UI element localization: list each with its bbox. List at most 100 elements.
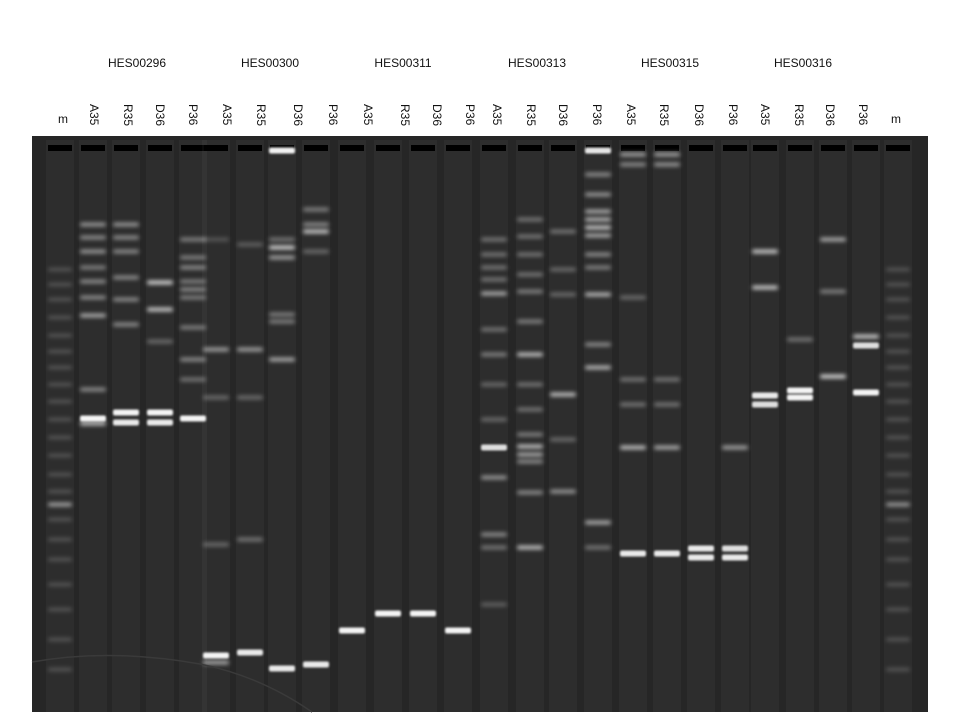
gel-band <box>147 339 173 344</box>
gel-band <box>180 237 206 242</box>
gel-band <box>269 357 295 362</box>
gel-band <box>654 445 680 450</box>
gel-band <box>517 444 543 449</box>
gel-background <box>32 136 928 712</box>
gel-lane <box>374 140 402 712</box>
gel-band <box>585 217 611 222</box>
gel-band <box>654 402 680 407</box>
gel-band <box>48 382 72 387</box>
gel-band <box>80 295 106 300</box>
gel-band <box>517 252 543 257</box>
gel-lane <box>653 140 681 712</box>
gel-band <box>585 342 611 347</box>
gel-band <box>113 297 139 302</box>
gel-band <box>654 550 680 557</box>
gel-band <box>620 295 646 300</box>
gel-band <box>147 419 173 426</box>
gel-band <box>48 557 72 562</box>
group-label: HES00316 <box>773 56 833 70</box>
gel-band <box>550 437 576 442</box>
gel-band <box>339 627 365 634</box>
gel-band <box>517 319 543 324</box>
group-label: HES00315 <box>640 56 700 70</box>
gel-well <box>689 145 713 151</box>
gel-band <box>180 265 206 270</box>
gel-band <box>886 349 910 354</box>
gel-band <box>237 347 263 352</box>
gel-band <box>550 292 576 297</box>
gel-lane <box>721 140 749 712</box>
gel-band <box>80 249 106 254</box>
gel-band <box>886 435 910 440</box>
gel-band <box>237 395 263 400</box>
gel-band <box>147 280 173 285</box>
gel-band <box>517 452 543 457</box>
gel-band <box>80 415 106 422</box>
gel-band <box>481 252 507 257</box>
gel-band <box>886 417 910 422</box>
gel-well <box>621 145 645 151</box>
gel-band <box>620 402 646 407</box>
gel-band <box>303 229 329 234</box>
gel-band <box>820 237 846 242</box>
gel-band <box>481 237 507 242</box>
gel-band <box>203 660 229 665</box>
gel-band <box>886 537 910 542</box>
gel-well <box>204 145 228 151</box>
gel-band <box>722 545 748 552</box>
gel-crack <box>31 654 313 713</box>
gel-band <box>550 267 576 272</box>
gel-band <box>113 419 139 426</box>
gel-lane <box>480 140 508 712</box>
gel-band <box>654 152 680 157</box>
gel-band <box>853 334 879 339</box>
gel-band <box>820 374 846 379</box>
gel-lane <box>409 140 437 712</box>
gel-band <box>48 267 72 272</box>
gel-band <box>269 665 295 672</box>
gel-well <box>48 145 72 151</box>
gel-band <box>180 377 206 382</box>
gel-band <box>237 649 263 656</box>
gel-band <box>517 545 543 550</box>
gel-band <box>517 217 543 222</box>
gel-band <box>180 255 206 260</box>
gel-lane <box>338 140 366 712</box>
gel-band <box>180 357 206 362</box>
gel-band <box>517 459 543 464</box>
gel-band <box>752 401 778 408</box>
gel-band <box>147 409 173 416</box>
gel-lane <box>819 140 847 712</box>
gel-band <box>752 285 778 290</box>
gel-well <box>518 145 542 151</box>
gel-band <box>303 207 329 212</box>
gel-band <box>722 554 748 561</box>
gel-band <box>113 275 139 280</box>
gel-band <box>620 445 646 450</box>
gel-band <box>853 342 879 349</box>
gel-band <box>886 315 910 320</box>
gel-band <box>550 489 576 494</box>
gel-band <box>517 432 543 437</box>
gel-band <box>886 472 910 477</box>
gel-band <box>886 557 910 562</box>
gel-well <box>821 145 845 151</box>
gel-band <box>820 289 846 294</box>
gel-band <box>886 489 910 494</box>
gel-band <box>752 392 778 399</box>
gel-band <box>620 162 646 167</box>
gel-band <box>180 279 206 284</box>
gel-well <box>181 145 205 151</box>
gel-band <box>585 252 611 257</box>
gel-band <box>886 333 910 338</box>
gel-band <box>886 517 910 522</box>
gel-band <box>303 661 329 668</box>
gel-band <box>80 222 106 227</box>
gel-band <box>886 297 910 302</box>
gel-band <box>180 287 206 292</box>
gel-well <box>114 145 138 151</box>
gel-band <box>269 319 295 324</box>
gel-band <box>48 537 72 542</box>
gel-band <box>886 382 910 387</box>
gel-well <box>81 145 105 151</box>
